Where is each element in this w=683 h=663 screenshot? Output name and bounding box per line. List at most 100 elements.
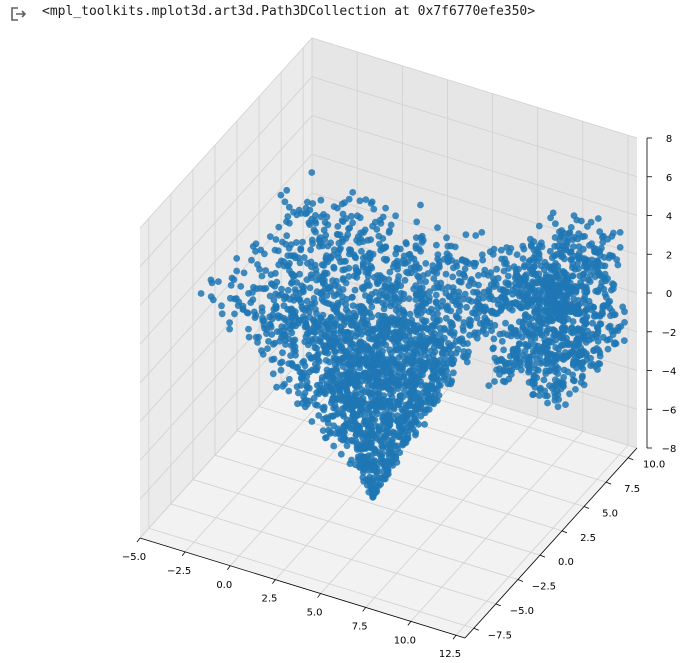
scatter-point (410, 387, 418, 395)
scatter-point (579, 233, 586, 241)
scatter-point (567, 224, 575, 231)
scatter-point (334, 223, 342, 230)
scatter-point (326, 384, 334, 391)
scatter-point (233, 295, 240, 302)
scatter-point (414, 272, 421, 280)
scatter-point (416, 355, 424, 363)
scatter-point (304, 341, 312, 349)
scatter-point (381, 458, 389, 466)
scatter-point (529, 267, 536, 275)
scatter-point (363, 354, 370, 362)
scatter-point (370, 205, 378, 213)
scatter-point (303, 304, 311, 311)
scatter-point (431, 396, 439, 404)
scatter-point (443, 349, 450, 357)
scatter-point (362, 457, 370, 464)
scatter-point (345, 195, 353, 203)
scatter-point (209, 296, 217, 304)
scatter-point (566, 390, 573, 398)
x-tick-mark (272, 579, 276, 584)
scatter-point (287, 352, 294, 359)
scatter-point (536, 254, 543, 262)
z-tick-label: −4 (662, 367, 677, 378)
scatter-point (345, 399, 352, 406)
scatter-point (406, 339, 414, 347)
scatter-point (412, 374, 420, 381)
scatter-point (245, 325, 252, 333)
scatter-point (551, 376, 559, 384)
scatter-point (609, 280, 616, 288)
scatter-point (320, 226, 328, 234)
scatter-point (582, 318, 590, 326)
scatter-point (327, 287, 335, 295)
output-exit-icon[interactable] (10, 6, 28, 22)
scatter-point (309, 200, 317, 207)
scatter-point (404, 351, 411, 359)
scatter-point (436, 263, 443, 271)
scatter-point (312, 228, 319, 236)
scatter-point (280, 262, 288, 270)
scatter-point (339, 436, 347, 444)
y-tick-mark (583, 506, 590, 509)
scatter-point (509, 290, 517, 298)
scatter-point (474, 302, 481, 310)
scatter-point (597, 320, 605, 328)
scatter-point (301, 362, 309, 370)
scatter-point (442, 270, 450, 278)
scatter-point (412, 417, 420, 425)
scatter-point (421, 421, 428, 428)
z-grid-line (139, 115, 638, 306)
scatter-point (383, 256, 391, 263)
scatter-point (375, 389, 383, 397)
scatter-point (564, 239, 571, 246)
scatter-point (602, 293, 610, 301)
z-tick-label: 2 (666, 250, 672, 261)
scatter-point (552, 291, 560, 299)
scatter-point (324, 317, 332, 325)
scatter-point (360, 340, 367, 347)
scatter-point (563, 302, 571, 309)
scatter-point (596, 270, 603, 277)
scatter-point (320, 406, 328, 414)
x-tick-label: 5.0 (307, 608, 323, 619)
scatter-point (422, 300, 430, 307)
scatter-point (259, 314, 266, 322)
scatter-point (392, 346, 399, 353)
scatter-point (317, 196, 325, 204)
scatter-point (249, 243, 257, 250)
scatter-point (430, 359, 438, 367)
scatter-point (534, 279, 541, 287)
scatter-point (302, 210, 309, 218)
scatter-point (429, 262, 437, 269)
x-tick-label: 12.5 (439, 649, 461, 660)
scatter-point (416, 342, 424, 350)
scatter-point (401, 276, 409, 284)
scatter-point (323, 434, 330, 441)
scatter-point (240, 269, 248, 277)
scatter-point (333, 355, 341, 363)
scatter-point (609, 252, 616, 260)
scatter-point (281, 198, 289, 206)
scatter-point (548, 254, 556, 262)
scatter-point (341, 199, 348, 207)
scatter-point (543, 330, 550, 337)
scatter-point (406, 250, 414, 258)
scatter-point (536, 386, 544, 394)
scatter-point (354, 268, 362, 276)
scatter-point (501, 378, 509, 386)
scatter-point (363, 438, 370, 446)
z-grid-line (139, 76, 638, 268)
scatter-point (486, 248, 494, 256)
scatter-point (342, 235, 350, 242)
scatter-point (407, 264, 415, 272)
scatter-point (300, 254, 308, 261)
scatter-point (596, 352, 604, 360)
scatter-point (450, 288, 457, 295)
scatter-point (491, 321, 499, 329)
scatter-point (449, 273, 457, 281)
scatter-point (368, 291, 376, 298)
scatter-point (353, 274, 361, 281)
scatter-point (267, 271, 275, 278)
scatter-point (197, 290, 205, 297)
scatter-point (425, 308, 433, 315)
